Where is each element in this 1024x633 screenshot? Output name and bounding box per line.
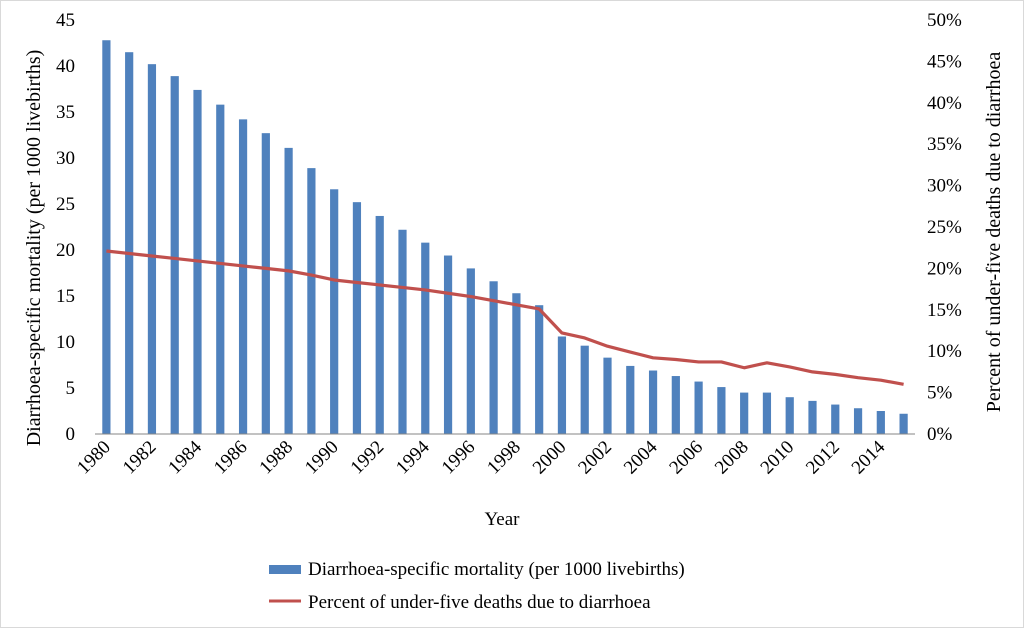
left-tick-label: 35	[56, 102, 75, 123]
right-axis-title: Percent of under-five deaths due to diar…	[983, 52, 1005, 413]
bar-1998	[512, 293, 521, 434]
legend-line-label: Percent of under-five deaths due to diar…	[308, 592, 651, 613]
x-axis-title: Year	[484, 509, 520, 530]
right-tick-label: 0%	[927, 424, 953, 445]
right-tick-label: 50%	[927, 10, 962, 31]
bar-1994	[421, 242, 430, 434]
left-tick-label: 25	[56, 194, 75, 215]
right-tick-label: 10%	[927, 341, 962, 362]
right-tick-label: 15%	[927, 300, 962, 321]
bar-2011	[808, 400, 817, 434]
left-tick-label: 20	[56, 240, 75, 261]
bar-2015	[899, 413, 908, 434]
bar-2005	[671, 376, 680, 434]
bar-1980	[102, 40, 111, 435]
bar-2007	[717, 387, 726, 434]
right-axis-ticks: 0% 5% 10% 15% 20% 25% 30% 35% 40% 45% 50%	[927, 10, 962, 445]
bar-1988	[284, 147, 293, 434]
right-tick-label: 5%	[927, 383, 953, 404]
left-tick-label: 15	[56, 286, 75, 307]
bar-1989	[307, 168, 316, 434]
bar-2000	[557, 336, 567, 434]
bar-1990	[330, 189, 339, 434]
bar-1991	[352, 202, 362, 434]
bar-1986	[238, 119, 248, 435]
left-tick-label: 10	[56, 332, 75, 353]
bar-1996	[466, 268, 475, 434]
legend-bar-swatch	[269, 565, 301, 574]
left-tick-label: 5	[66, 378, 76, 399]
right-tick-label: 30%	[927, 176, 962, 197]
bar-1992	[375, 215, 384, 434]
left-axis-ticks: 0 5 10 15 20 25 30 35 40 45	[56, 10, 75, 445]
bar-2009	[762, 392, 772, 434]
bar-series	[102, 40, 908, 435]
right-tick-label: 40%	[927, 93, 962, 114]
left-tick-label: 30	[56, 148, 75, 169]
bar-1985	[216, 104, 225, 434]
line-series	[106, 249, 904, 386]
bar-1999	[535, 305, 544, 434]
left-axis-title: Diarrhoea-specific mortality (per 1000 l…	[23, 50, 45, 447]
legend-bar-label: Diarrhoea-specific mortality (per 1000 l…	[308, 559, 685, 580]
bar-1995	[443, 255, 453, 434]
right-tick-label: 20%	[927, 258, 962, 279]
bar-2008	[740, 392, 749, 434]
right-tick-label: 25%	[927, 217, 962, 238]
bar-2006	[694, 381, 703, 434]
left-tick-label: 0	[66, 424, 76, 445]
bar-1997	[489, 281, 498, 434]
bar-1983	[170, 76, 179, 435]
bar-2002	[603, 357, 612, 434]
legend: Diarrhoea-specific mortality (per 1000 l…	[269, 559, 685, 613]
bar-2014	[876, 411, 885, 434]
bar-2013	[853, 408, 863, 434]
percent-line	[106, 249, 904, 386]
bar-1993	[398, 229, 407, 434]
bar-1987	[261, 133, 270, 434]
bar-2012	[831, 404, 840, 434]
bar-2010	[785, 397, 794, 434]
right-tick-label: 35%	[927, 134, 962, 155]
bar-2003	[626, 365, 635, 434]
right-tick-label: 45%	[927, 51, 962, 72]
bar-1981	[125, 52, 134, 434]
bar-2001	[580, 345, 589, 434]
bar-2004	[648, 370, 658, 434]
left-tick-label: 45	[56, 10, 75, 31]
left-tick-label: 40	[56, 56, 75, 77]
bar-1982	[147, 64, 157, 434]
